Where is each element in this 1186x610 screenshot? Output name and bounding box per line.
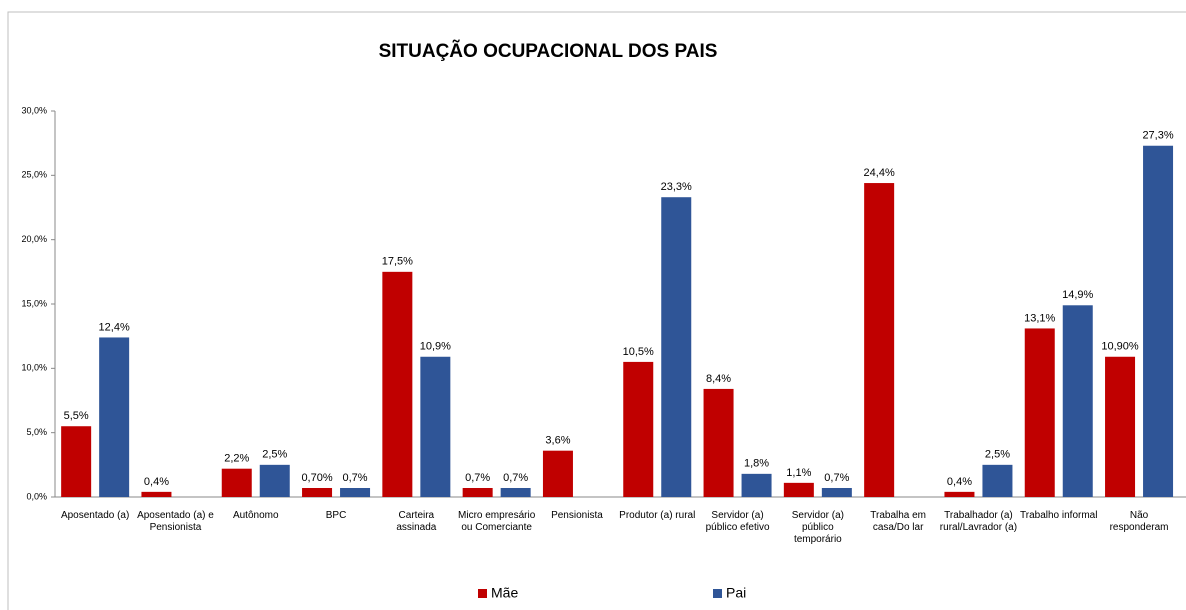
legend-label: Pai (726, 585, 746, 601)
chart-title: SITUAÇÃO OCUPACIONAL DOS PAIS (379, 40, 718, 62)
value-label: 13,1% (1024, 312, 1055, 324)
bar (340, 487, 371, 497)
value-label: 17,5% (382, 256, 413, 268)
value-label: 10,90% (1101, 341, 1139, 353)
value-label: 0,7% (824, 472, 849, 484)
y-tick-label: 15,0% (21, 298, 47, 308)
bar (1105, 356, 1136, 497)
value-label: 2,5% (985, 449, 1010, 461)
value-label: 1,1% (786, 467, 811, 479)
value-label: 0,4% (947, 476, 972, 488)
x-tick-label: Carteira assinada (396, 510, 437, 533)
bar (99, 337, 130, 497)
value-label: 0,7% (465, 472, 490, 484)
x-tick-label: Micro empresário ou Comerciante (458, 510, 536, 533)
bar (703, 388, 734, 497)
value-label: 5,5% (64, 410, 89, 422)
value-label: 0,7% (503, 472, 528, 484)
bar (1062, 305, 1093, 497)
bar (542, 450, 573, 497)
bar (661, 197, 692, 497)
value-label: 27,3% (1142, 130, 1173, 142)
x-tick-label: Pensionista (551, 510, 603, 521)
bar (500, 487, 531, 497)
value-label: 24,4% (864, 167, 895, 179)
legend-swatch (478, 589, 487, 598)
y-tick-label: 0,0% (26, 491, 47, 501)
bar (623, 361, 654, 497)
bar (141, 491, 172, 497)
bar (741, 473, 772, 497)
x-tick-label: Servidor (a) público temporário (791, 510, 844, 545)
x-tick-label: Trabalhador (a) rural/Lavrador (a) (939, 510, 1018, 533)
bar (982, 464, 1013, 497)
x-tick-label: Não responderam (1109, 510, 1169, 533)
value-label: 3,6% (545, 435, 570, 447)
value-label: 10,9% (420, 341, 451, 353)
value-label: 14,9% (1062, 289, 1093, 301)
bar (302, 487, 333, 497)
value-label: 12,4% (99, 321, 130, 333)
bar (420, 356, 451, 497)
y-tick-label: 10,0% (21, 363, 47, 373)
x-tick-label: Aposentado (a) e Pensionista (137, 510, 214, 533)
y-tick-label: 20,0% (21, 234, 47, 244)
bar (61, 426, 92, 497)
bar (221, 468, 252, 497)
value-label: 0,4% (144, 476, 169, 488)
value-label: 0,7% (343, 472, 368, 484)
x-tick-label: Aposentado (a) (60, 510, 130, 521)
x-tick-label: Produtor (a) rural (619, 510, 696, 521)
x-tick-label: Servidor (a) público efetivo (705, 510, 770, 533)
bar (864, 183, 895, 497)
value-label: 1,8% (744, 458, 769, 470)
bar (259, 464, 290, 497)
bar (821, 487, 852, 497)
x-tick-label: Trabalha em casa/Do lar (870, 510, 927, 533)
chart-frame (7, 11, 1186, 610)
value-label: 2,5% (262, 449, 287, 461)
value-label: 0,70% (301, 472, 332, 484)
value-label: 2,2% (224, 453, 249, 465)
legend-swatch (713, 589, 722, 598)
x-tick-label: Autônomo (232, 510, 279, 521)
value-label: 23,3% (661, 181, 692, 193)
y-tick-label: 30,0% (21, 105, 47, 115)
legend-label: Mãe (491, 585, 518, 601)
bar (382, 271, 413, 497)
bar (944, 491, 975, 497)
value-label: 10,5% (623, 346, 654, 358)
x-tick-label: BPC (325, 510, 347, 521)
value-label: 8,4% (706, 373, 731, 385)
x-tick-label: Trabalho informal (1020, 510, 1098, 521)
bar (783, 482, 814, 497)
bar (1143, 145, 1174, 498)
bar (462, 487, 493, 497)
bar (1024, 328, 1055, 497)
y-tick-label: 25,0% (21, 170, 47, 180)
y-tick-label: 5,0% (26, 427, 47, 437)
